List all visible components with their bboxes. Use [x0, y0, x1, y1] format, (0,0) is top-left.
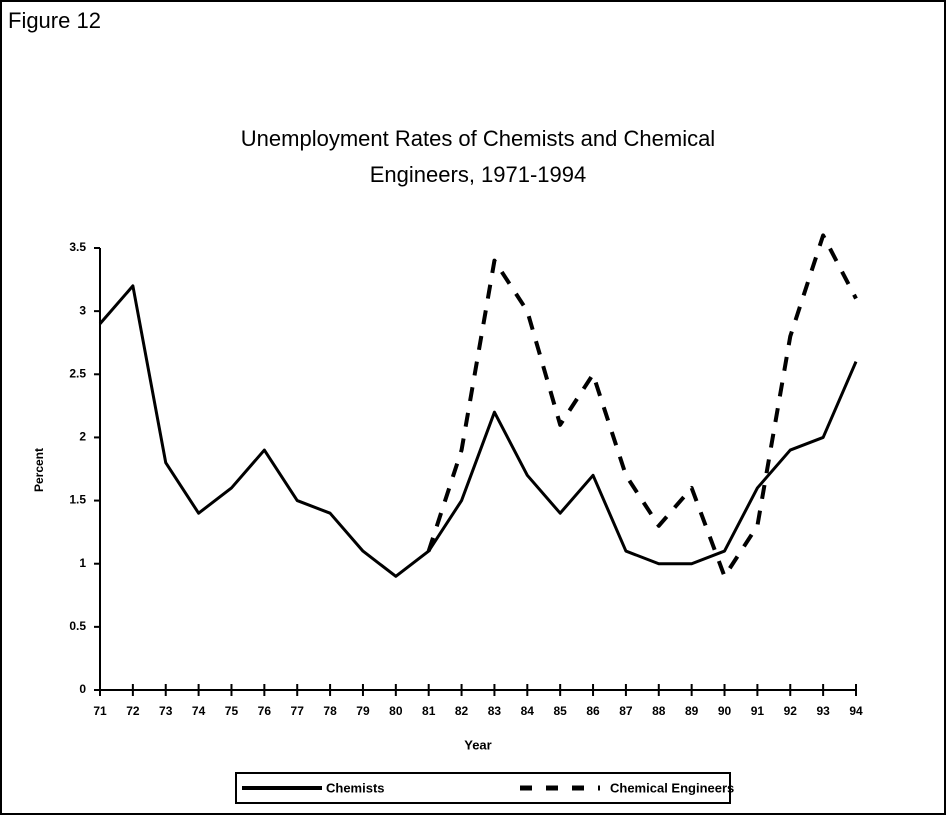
- chart-title: Engineers, 1971-1994: [370, 162, 587, 187]
- x-tick-label: 89: [685, 704, 699, 718]
- y-tick-label: 3: [79, 303, 86, 317]
- x-tick-label: 77: [291, 704, 305, 718]
- x-tick-label: 85: [553, 704, 567, 718]
- chart-title: Unemployment Rates of Chemists and Chemi…: [241, 126, 715, 151]
- x-tick-label: 84: [521, 704, 535, 718]
- legend: [235, 772, 731, 804]
- line-series: [98, 284, 858, 578]
- x-tick-label: 81: [422, 704, 436, 718]
- x-tick-label: 80: [389, 704, 403, 718]
- x-tick-label: 74: [192, 704, 206, 718]
- legend-label: Chemical Engineers: [610, 780, 734, 795]
- legend-label: Chemists: [326, 780, 385, 795]
- x-tick-label: 83: [488, 704, 502, 718]
- y-tick-label: 2.5: [69, 366, 86, 380]
- x-tick-label: 82: [455, 704, 469, 718]
- x-tick-label: 72: [126, 704, 140, 718]
- x-tick-label: 86: [586, 704, 600, 718]
- x-tick-label: 88: [652, 704, 666, 718]
- y-tick-label: 2: [79, 430, 86, 444]
- x-tick-label: 75: [225, 704, 239, 718]
- x-tick-label: 90: [718, 704, 732, 718]
- y-axis-label: Percent: [32, 448, 46, 492]
- x-tick-label: 92: [784, 704, 798, 718]
- x-tick-label: 71: [93, 704, 107, 718]
- y-tick-label: 1.5: [69, 493, 86, 507]
- x-tick-label: 78: [323, 704, 337, 718]
- x-tick-label: 94: [849, 704, 863, 718]
- x-tick-label: 79: [356, 704, 370, 718]
- y-tick-label: 1: [79, 556, 86, 570]
- x-tick-label: 73: [159, 704, 173, 718]
- x-axis-label: Year: [464, 737, 491, 752]
- y-tick-label: 0: [79, 682, 86, 696]
- x-tick-label: 87: [619, 704, 633, 718]
- x-tick-label: 76: [258, 704, 272, 718]
- y-tick-label: 3.5: [69, 240, 86, 254]
- x-tick-label: 91: [751, 704, 765, 718]
- y-tick-label: 0.5: [69, 619, 86, 633]
- line-series: [426, 233, 858, 579]
- figure-label: Figure 12: [8, 8, 101, 33]
- x-tick-label: 93: [816, 704, 830, 718]
